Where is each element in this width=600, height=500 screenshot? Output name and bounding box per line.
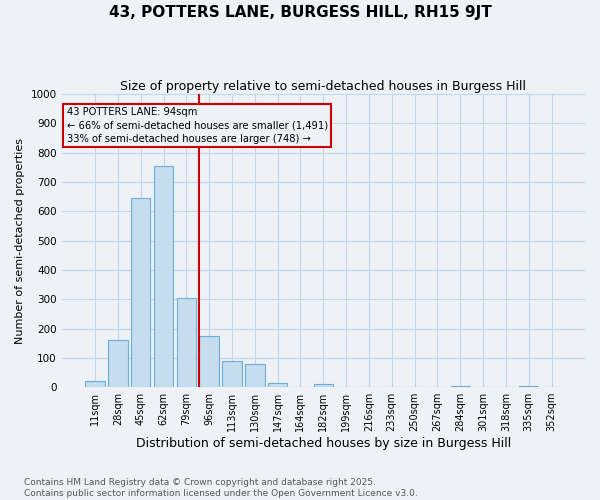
Bar <box>268 383 287 387</box>
Bar <box>85 382 105 387</box>
Bar <box>451 386 470 387</box>
Bar <box>519 386 538 387</box>
Text: 43 POTTERS LANE: 94sqm
← 66% of semi-detached houses are smaller (1,491)
33% of : 43 POTTERS LANE: 94sqm ← 66% of semi-det… <box>67 108 328 144</box>
Bar <box>245 364 265 387</box>
Y-axis label: Number of semi-detached properties: Number of semi-detached properties <box>15 138 25 344</box>
Text: 43, POTTERS LANE, BURGESS HILL, RH15 9JT: 43, POTTERS LANE, BURGESS HILL, RH15 9JT <box>109 5 491 20</box>
Title: Size of property relative to semi-detached houses in Burgess Hill: Size of property relative to semi-detach… <box>120 80 526 93</box>
X-axis label: Distribution of semi-detached houses by size in Burgess Hill: Distribution of semi-detached houses by … <box>136 437 511 450</box>
Bar <box>199 336 219 387</box>
Bar <box>222 361 242 387</box>
Text: Contains HM Land Registry data © Crown copyright and database right 2025.
Contai: Contains HM Land Registry data © Crown c… <box>24 478 418 498</box>
Bar <box>108 340 128 387</box>
Bar <box>131 198 151 387</box>
Bar <box>314 384 333 387</box>
Bar <box>176 298 196 387</box>
Bar <box>154 166 173 387</box>
